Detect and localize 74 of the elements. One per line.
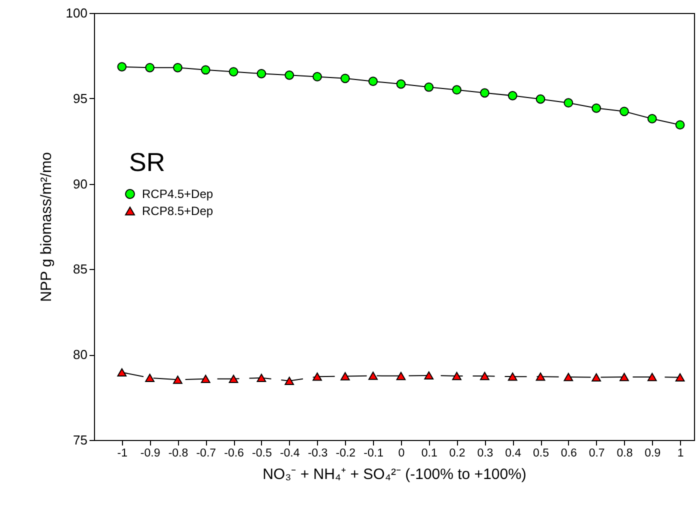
y-tick-label: 75	[73, 432, 88, 448]
x-tick-label: 0.2	[449, 448, 466, 460]
x-tick-label: -1	[117, 448, 128, 460]
point	[312, 372, 322, 381]
x-tick-label: -0.3	[308, 448, 328, 460]
point	[452, 372, 462, 380]
y-axis-title: NPP g biomass/m²/mo	[38, 152, 55, 302]
point	[592, 373, 602, 382]
x-tick-label: 1	[677, 448, 684, 460]
point	[424, 371, 434, 380]
point	[396, 79, 406, 89]
point	[536, 94, 546, 104]
x-tick-label: 0.6	[560, 448, 577, 460]
x-tick-label: -0.7	[196, 448, 216, 460]
x-tick-label: 0.7	[588, 448, 605, 460]
point	[256, 374, 266, 382]
point	[173, 376, 182, 384]
point	[368, 372, 378, 380]
x-tick-label: 0.4	[505, 448, 522, 460]
x-tick-label: -0.5	[252, 448, 272, 460]
point	[173, 62, 182, 72]
point	[340, 372, 350, 380]
point	[452, 85, 462, 95]
point	[620, 372, 629, 382]
point	[647, 114, 657, 124]
y-tick-label: 80	[73, 347, 88, 362]
point	[536, 372, 546, 381]
point	[508, 372, 518, 381]
point	[592, 103, 602, 113]
x-tick-label: 0.8	[616, 448, 633, 460]
point	[675, 373, 685, 382]
x-axis-title: NO₃⁻ + NH₄⁺ + SO₄²⁻ (-100% to +100%)	[262, 466, 526, 483]
point	[564, 98, 574, 108]
point	[620, 106, 629, 116]
annotation: SR	[129, 147, 166, 177]
y-tick-label: 90	[73, 176, 88, 192]
point	[564, 372, 574, 382]
point	[117, 62, 127, 72]
x-tick-label: -0.4	[280, 448, 300, 460]
point	[228, 374, 238, 383]
x-tick-label: -0.2	[336, 448, 356, 460]
legend-label: RCP4.5+Dep	[142, 187, 214, 201]
point	[200, 65, 210, 75]
point	[675, 120, 685, 130]
point	[117, 368, 127, 376]
x-tick-label: 0.1	[421, 448, 438, 460]
x-tick-label: -0.6	[224, 448, 244, 460]
point	[480, 372, 490, 380]
point	[200, 374, 210, 383]
x-tick-label: 0	[398, 448, 405, 460]
y-tick-label: 95	[73, 90, 88, 106]
point	[284, 376, 294, 386]
x-tick-label: -0.1	[364, 448, 384, 460]
point	[508, 90, 518, 100]
x-tick-label: -0.8	[168, 448, 188, 460]
point	[424, 82, 434, 92]
x-tick-label: -0.9	[140, 448, 160, 460]
point	[396, 372, 406, 380]
y-tick-label: 100	[66, 6, 88, 20]
point	[145, 62, 154, 72]
point	[312, 72, 322, 82]
x-tick-label: 0.5	[533, 448, 550, 460]
point	[228, 67, 238, 76]
x-tick-label: 0.9	[644, 448, 661, 460]
x-tick-label: 0.3	[477, 448, 494, 460]
point	[284, 70, 294, 80]
point	[480, 88, 490, 98]
point	[256, 68, 266, 78]
point	[145, 374, 154, 382]
y-tick-label: 85	[73, 262, 88, 277]
point	[340, 74, 350, 84]
legend-label: RCP8.5+Dep	[142, 204, 214, 218]
point	[647, 372, 657, 382]
point	[368, 76, 378, 86]
